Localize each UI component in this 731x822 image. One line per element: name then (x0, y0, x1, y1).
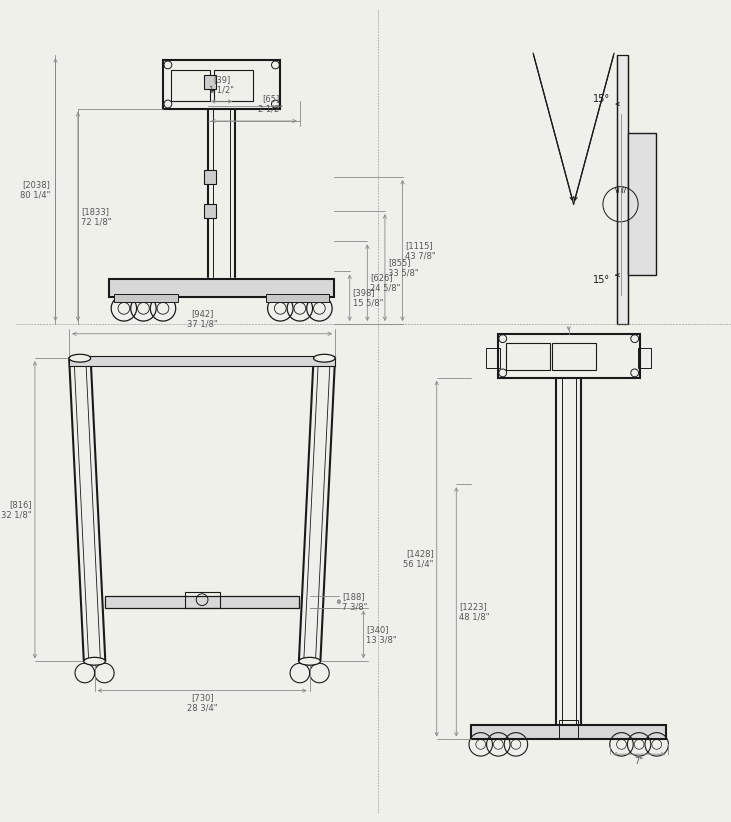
Text: [1833]
72 1/8": [1833] 72 1/8" (81, 207, 111, 226)
Bar (498, 334, 640, 378)
Text: [188]
7 3/8": [188] 7 3/8" (342, 592, 367, 612)
Bar (559, 720, 578, 740)
Bar (265, 293, 329, 302)
Text: [730]
28 3/4": [730] 28 3/4" (187, 694, 217, 713)
Bar (617, 55, 629, 324)
Text: [855]
33 5/8": [855] 33 5/8" (388, 258, 418, 277)
Text: [65]
2 1/2": [65] 2 1/2" (258, 94, 283, 113)
Ellipse shape (299, 658, 320, 665)
Text: [39]
1 1/2": [39] 1 1/2" (209, 75, 234, 95)
Text: [816]
32 1/8": [816] 32 1/8" (1, 500, 32, 520)
Bar (486, 349, 500, 368)
Bar (184, 592, 220, 607)
Bar (204, 76, 216, 89)
Bar (69, 356, 335, 366)
Bar (629, 133, 656, 275)
Text: [942]
37 1/8": [942] 37 1/8" (187, 309, 217, 329)
Text: [1428]
56 1/4": [1428] 56 1/4" (404, 549, 433, 568)
Bar (552, 343, 596, 370)
Text: 15°: 15° (593, 95, 610, 104)
Text: 15°: 15° (593, 275, 610, 285)
Bar (637, 349, 651, 368)
Bar (204, 205, 216, 218)
Bar (171, 70, 210, 101)
Bar (214, 70, 253, 101)
Text: [1223]
48 1/8": [1223] 48 1/8" (459, 603, 490, 621)
Bar (105, 596, 299, 607)
Ellipse shape (314, 354, 335, 363)
Bar (506, 343, 550, 370)
Text: 7": 7" (635, 757, 644, 766)
Ellipse shape (84, 658, 105, 665)
Text: [1115]
43 7/8": [1115] 43 7/8" (406, 241, 436, 260)
Text: [626]
24 5/8": [626] 24 5/8" (371, 273, 401, 293)
Ellipse shape (69, 354, 91, 363)
Text: [340]
13 3/8": [340] 13 3/8" (366, 625, 397, 644)
Bar (114, 293, 178, 302)
Bar (471, 725, 667, 740)
Text: [2038]
80 1/4": [2038] 80 1/4" (20, 180, 50, 199)
Bar (109, 279, 334, 297)
Text: [398]
15 5/8": [398] 15 5/8" (352, 288, 383, 307)
Bar (204, 170, 216, 184)
Bar (163, 60, 280, 109)
